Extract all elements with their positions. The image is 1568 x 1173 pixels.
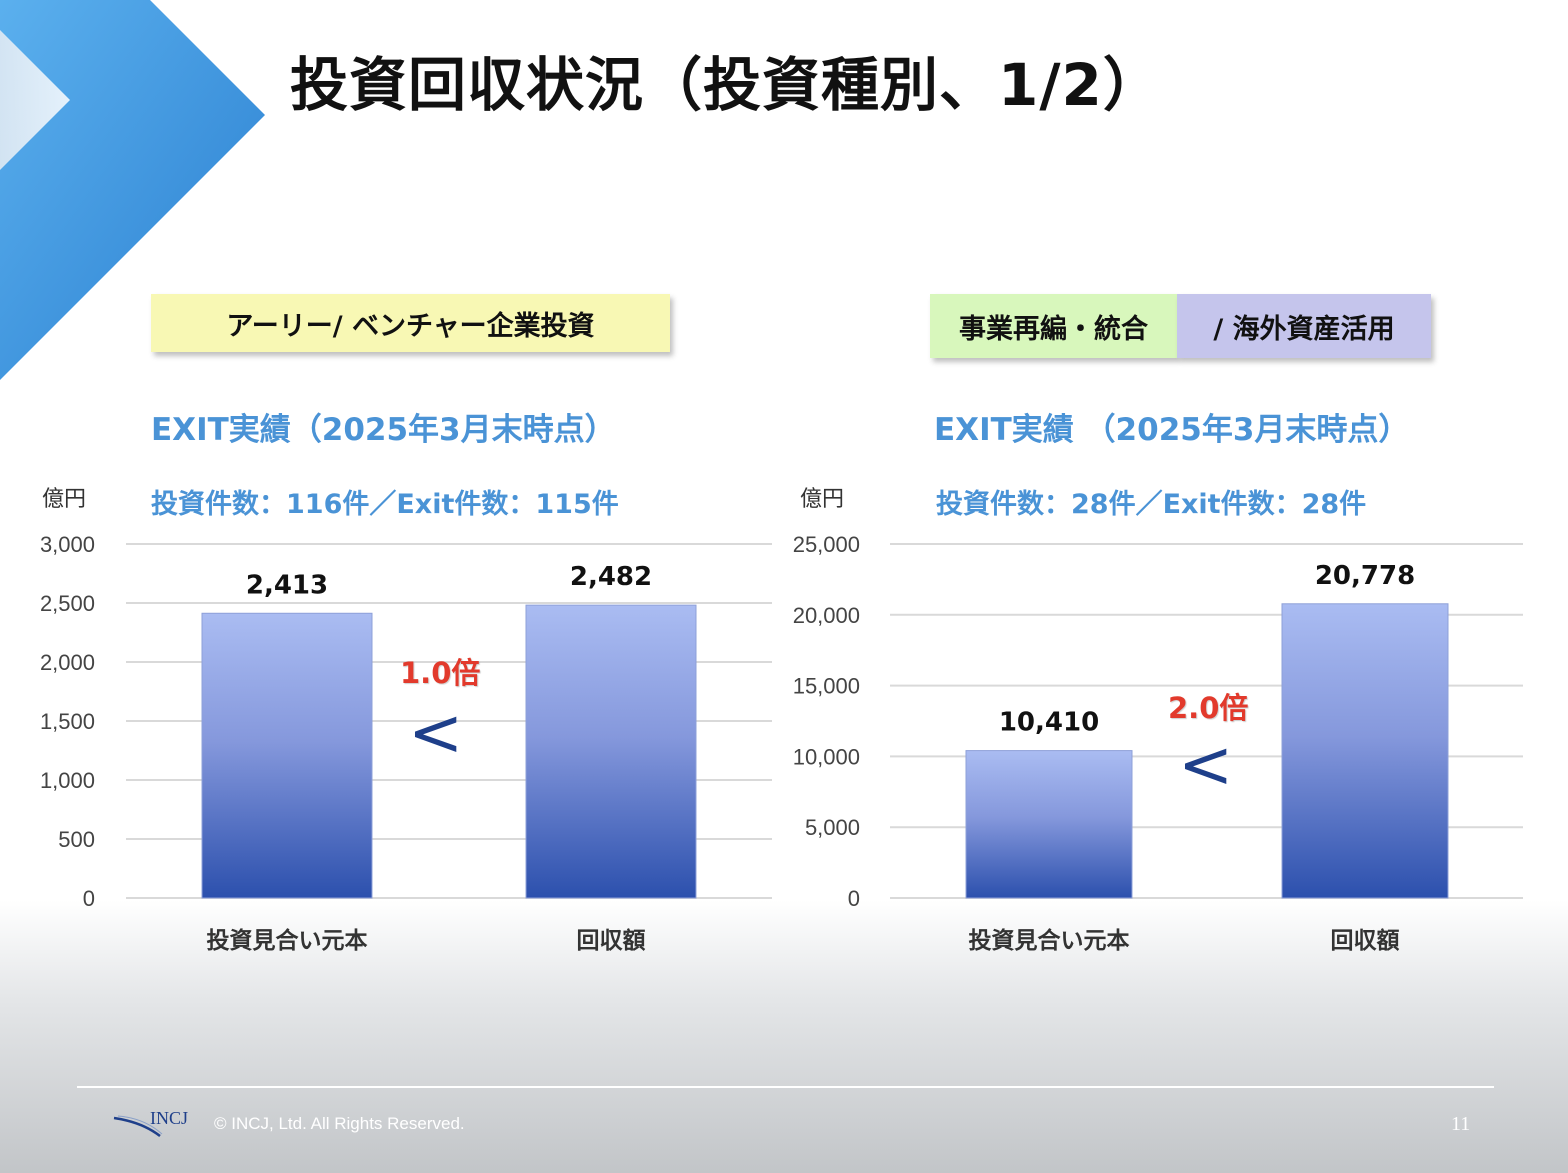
corner-decoration	[0, 0, 265, 380]
y-tick-label: 0	[83, 886, 95, 911]
incj-logo: INCJ	[113, 1108, 188, 1137]
less-than-symbol-left: <	[408, 694, 464, 771]
multiplier-label-left: 1.0倍	[400, 656, 481, 690]
bar-principal	[201, 612, 373, 899]
y-tick-label: 20,000	[793, 603, 860, 628]
investment-counts-left: 投資件数：116件／Exit件数：115件	[151, 489, 619, 520]
bar-recovery	[1281, 603, 1449, 899]
bar-value-label: 10,410	[999, 708, 1099, 738]
y-tick-label: 1,000	[40, 768, 95, 793]
y-tick-label: 1,500	[40, 709, 95, 734]
exit-heading-left: EXIT実績（2025年3月末時点）	[151, 412, 616, 448]
footer-divider	[77, 1086, 1494, 1088]
bar-value-label: 20,778	[1315, 561, 1415, 591]
bar-recovery	[525, 604, 697, 899]
multiplier-label-right: 2.0倍	[1168, 691, 1249, 725]
y-tick-label: 2,500	[40, 591, 95, 616]
x-category-label: 回収額	[577, 927, 646, 954]
category-tag-overseas: / 海外資産活用	[1177, 294, 1431, 358]
copyright-text: © INCJ, Ltd. All Rights Reserved.	[214, 1114, 465, 1133]
x-category-label: 投資見合い元本	[207, 927, 368, 954]
page-number: 11	[1451, 1113, 1471, 1135]
less-than-symbol-right: <	[1178, 726, 1234, 803]
bar-value-label: 2,413	[246, 570, 328, 600]
svg-text:INCJ: INCJ	[150, 1108, 188, 1128]
investment-counts-right: 投資件数：28件／Exit件数：28件	[936, 489, 1367, 520]
bar-chart-right: 0 5,000 10,000 15,000 20,000 25,000 10,410 投資見合…	[770, 520, 1550, 970]
y-tick-label: 0	[848, 886, 860, 911]
y-tick-label: 2,000	[40, 650, 95, 675]
unit-label-right: 億円	[800, 487, 845, 512]
bar-value-label: 2,482	[570, 562, 652, 592]
bar-chart-left: 0 500 1,000 1,500 2,000 2,500 3,000 2,413 投資見合い元…	[0, 520, 790, 970]
category-tag-venture: アーリー/ ベンチャー企業投資	[151, 294, 670, 352]
y-tick-label: 10,000	[793, 744, 860, 769]
category-tag-restructuring: 事業再編・統合	[930, 294, 1177, 358]
x-category-label: 投資見合い元本	[969, 927, 1130, 954]
exit-heading-right: EXIT実績 （2025年3月末時点）	[934, 412, 1410, 448]
unit-label-left: 億円	[42, 487, 87, 512]
y-tick-label: 25,000	[793, 532, 860, 557]
y-tick-label: 3,000	[40, 532, 95, 557]
bar-principal	[965, 750, 1133, 899]
y-tick-label: 500	[58, 827, 95, 852]
page-title: 投資回収状況（投資種別、1/2）	[290, 51, 1162, 119]
x-category-label: 回収額	[1331, 927, 1400, 954]
y-tick-label: 5,000	[805, 815, 860, 840]
y-tick-label: 15,000	[793, 674, 860, 699]
